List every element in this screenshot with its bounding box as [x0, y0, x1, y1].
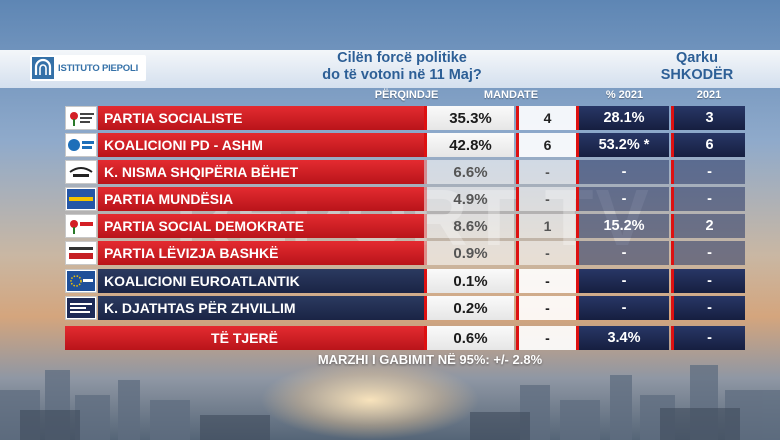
others-row: TË TJERË 0.6% - 3.4% - — [65, 326, 745, 350]
mandates-value: - — [516, 296, 576, 320]
seats-2021-value: - — [671, 160, 745, 184]
question-line-1: Cilën forcë politike — [337, 50, 467, 66]
pd-logo-icon — [65, 133, 97, 157]
percent-value: 42.8% — [424, 133, 514, 157]
region-line-2: SHKODËR — [660, 67, 734, 83]
percent-2021-value: 28.1% — [576, 106, 669, 130]
party-name: K. DJATHTAS PËR ZHVILLIM — [98, 296, 424, 320]
table-row: PARTIA MUNDËSIA 4.9% - - - — [65, 187, 745, 211]
sun-glow — [260, 360, 480, 440]
shqiperia-behet-icon — [65, 160, 97, 184]
seats-2021-value: - — [671, 241, 745, 265]
table-row: KOALICIONI PD - ASHM 42.8% 6 53.2% * 6 — [65, 133, 745, 157]
mundesia-logo-icon — [65, 187, 97, 211]
mandates-value: 6 — [516, 133, 576, 157]
seats-2021-value: 3 — [671, 106, 745, 130]
others-percent: 0.6% — [424, 326, 514, 350]
party-name: PARTIA SOCIAL DEMOKRATE — [98, 214, 424, 238]
percent-2021-value: 53.2% * — [576, 133, 669, 157]
percent-2021-value: - — [576, 187, 669, 211]
others-mandates: - — [516, 326, 576, 350]
mandates-value: - — [516, 269, 576, 293]
region-title: Qarku SHKODËR — [652, 50, 742, 84]
percent-value: 8.6% — [424, 214, 514, 238]
table-row: PARTIA SOCIALISTE 35.3% 4 28.1% 3 — [65, 106, 745, 130]
party-name: KOALICIONI PD - ASHM — [98, 133, 424, 157]
psd-rose-icon — [65, 214, 97, 238]
percent-value: 6.6% — [424, 160, 514, 184]
party-name: PARTIA LËVIZJA BASHKË — [98, 241, 424, 265]
mandates-value: - — [516, 187, 576, 211]
table-row: PARTIA LËVIZJA BASHKË 0.9% - - - — [65, 241, 745, 265]
seats-2021-value: 2 — [671, 214, 745, 238]
djathtas-logo-icon — [65, 296, 97, 320]
percent-value: 0.9% — [424, 241, 514, 265]
bashke-logo-icon — [65, 241, 97, 265]
column-header-mandates: MANDATE — [483, 89, 539, 101]
party-name: PARTIA MUNDËSIA — [98, 187, 424, 211]
piepoli-arch-icon — [32, 57, 54, 79]
party-name: PARTIA SOCIALISTE — [98, 106, 424, 130]
percent-value: 4.9% — [424, 187, 514, 211]
question-line-2: do të votoni në 11 Maj? — [322, 67, 482, 83]
percent-value: 0.1% — [424, 269, 514, 293]
percent-2021-value: - — [576, 160, 669, 184]
table-row: K. NISMA SHQIPËRIA BËHET 6.6% - - - — [65, 160, 745, 184]
city-skyline — [0, 365, 780, 440]
others-percent-2021: 3.4% — [576, 326, 669, 350]
region-line-1: Qarku — [676, 50, 718, 66]
column-header-seats-2021: 2021 — [696, 89, 722, 101]
percent-value: 35.3% — [424, 106, 514, 130]
party-name: K. NISMA SHQIPËRIA BËHET — [98, 160, 424, 184]
mandates-value: 4 — [516, 106, 576, 130]
party-name: KOALICIONI EUROATLANTIK — [98, 269, 424, 293]
poll-question: Cilën forcë politike do të votoni në 11 … — [290, 50, 514, 84]
seats-2021-value: - — [671, 187, 745, 211]
column-header-percent-2021: % 2021 — [605, 89, 644, 101]
percent-2021-value: - — [576, 296, 669, 320]
mandates-value: 1 — [516, 214, 576, 238]
mandates-value: - — [516, 241, 576, 265]
table-row: K. DJATHTAS PËR ZHVILLIM 0.2% - - - — [65, 296, 745, 320]
logo-text: ISTITUTO PIEPOLI — [58, 62, 139, 74]
ps-rose-icon — [65, 106, 97, 130]
percent-2021-value: - — [576, 269, 669, 293]
others-seats-2021: - — [671, 326, 745, 350]
seats-2021-value: - — [671, 269, 745, 293]
euroatlantik-logo-icon — [65, 269, 97, 293]
percent-2021-value: - — [576, 241, 669, 265]
percent-2021-value: 15.2% — [576, 214, 669, 238]
piepoli-logo: ISTITUTO PIEPOLI — [30, 55, 146, 81]
others-label: TË TJERË — [65, 326, 424, 350]
column-header-percent: PËRQINDJE — [374, 89, 439, 101]
margin-of-error: MARZHI I GABIMIT NË 95%: +/- 2.8% — [317, 352, 543, 367]
table-row: PARTIA SOCIAL DEMOKRATE 8.6% 1 15.2% 2 — [65, 214, 745, 238]
mandates-value: - — [516, 160, 576, 184]
seats-2021-value: 6 — [671, 133, 745, 157]
percent-value: 0.2% — [424, 296, 514, 320]
seats-2021-value: - — [671, 296, 745, 320]
table-row: KOALICIONI EUROATLANTIK 0.1% - - - — [65, 269, 745, 293]
